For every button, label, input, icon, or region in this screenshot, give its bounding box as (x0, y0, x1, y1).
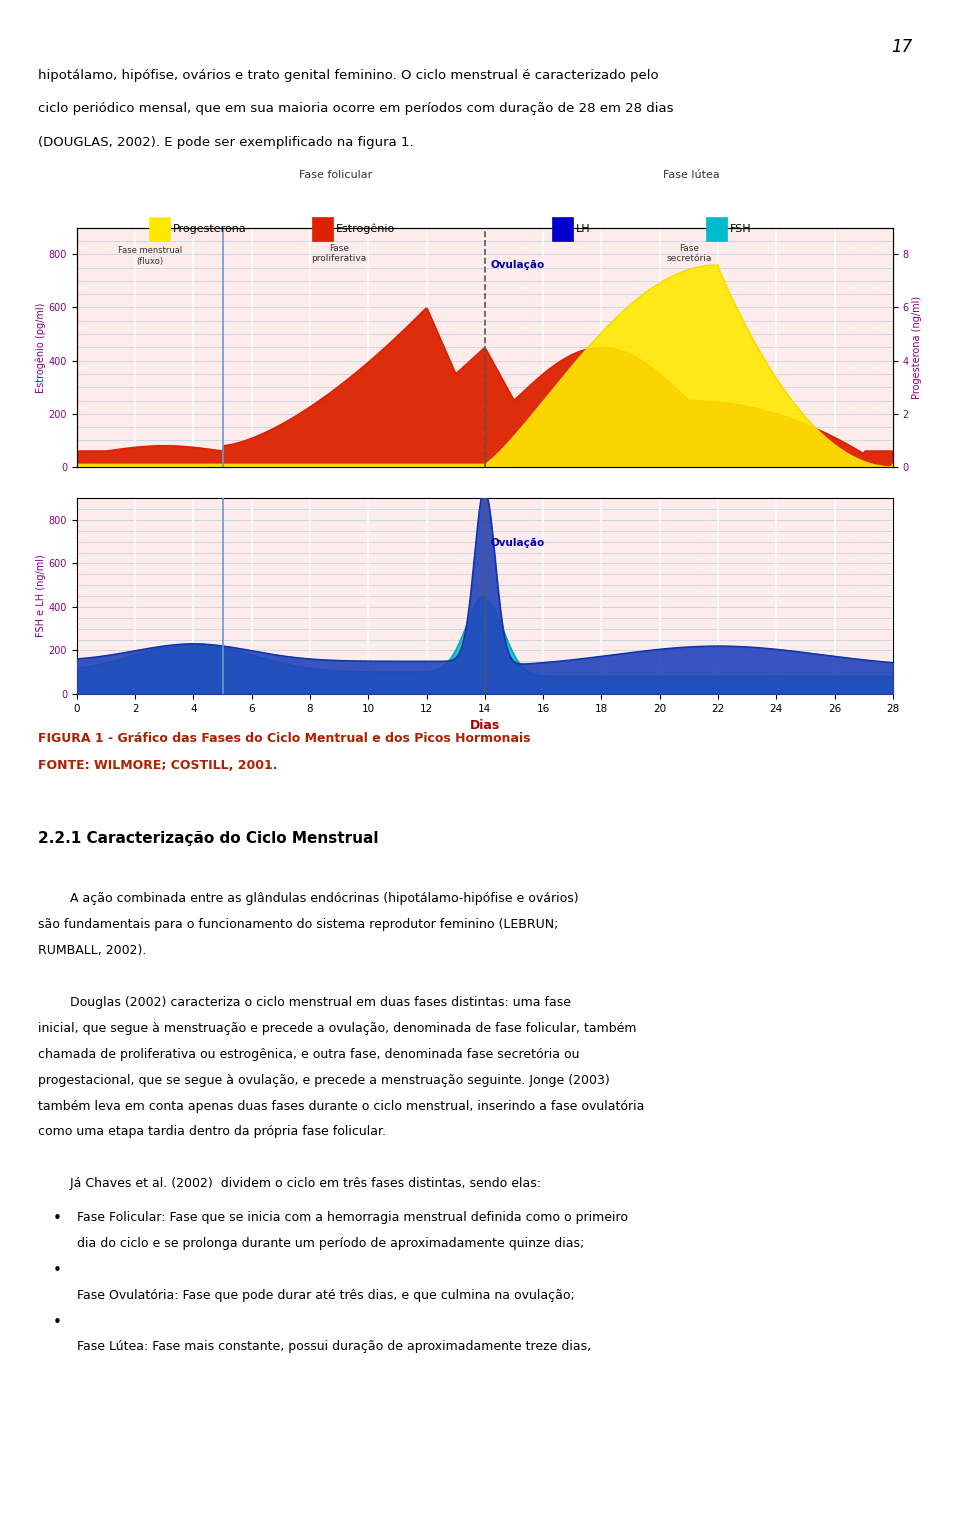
Text: •: • (53, 1315, 61, 1330)
Text: 2.2.1 Caracterização do Ciclo Menstrual: 2.2.1 Caracterização do Ciclo Menstrual (38, 831, 379, 846)
Text: Já Chaves et al. (2002)  dividem o ciclo em três fases distintas, sendo elas:: Já Chaves et al. (2002) dividem o ciclo … (38, 1177, 541, 1191)
Text: FIGURA 1 - Gráfico das Fases do Ciclo Mentrual e dos Picos Hormonais: FIGURA 1 - Gráfico das Fases do Ciclo Me… (38, 732, 531, 746)
Text: •: • (53, 1263, 61, 1278)
Text: Fase folicular: Fase folicular (300, 171, 372, 180)
Text: dia do ciclo e se prolonga durante um período de aproximadamente quinze dias;: dia do ciclo e se prolonga durante um pe… (77, 1237, 584, 1250)
Text: também leva em conta apenas duas fases durante o ciclo menstrual, inserindo a fa: também leva em conta apenas duas fases d… (38, 1100, 645, 1113)
Text: A ação combinada entre as glândulas endócrinas (hipotálamo-hipófise e ovários): A ação combinada entre as glândulas endó… (38, 892, 579, 906)
Text: chamada de proliferativa ou estrogênica, e outra fase, denominada fase secretóri: chamada de proliferativa ou estrogênica,… (38, 1048, 580, 1061)
Text: RUMBALL, 2002).: RUMBALL, 2002). (38, 944, 147, 958)
Text: progestacional, que se segue à ovulação, e precede a menstruação seguinte. Jonge: progestacional, que se segue à ovulação,… (38, 1074, 611, 1087)
Text: hipotálamo, hipófise, ovários e trato genital feminino. O ciclo menstrual é cara: hipotálamo, hipófise, ovários e trato ge… (38, 69, 659, 82)
X-axis label: Dias: Dias (469, 720, 500, 732)
Text: FSH: FSH (730, 224, 752, 233)
Y-axis label: Estrogênio (pg/ml): Estrogênio (pg/ml) (36, 302, 46, 392)
Text: Fase Folicular: Fase que se inicia com a hemorragia menstrual definida como o pr: Fase Folicular: Fase que se inicia com a… (77, 1211, 628, 1225)
Text: Ovulação: Ovulação (491, 259, 545, 270)
Text: inicial, que segue à menstruação e precede a ovulação, denominada de fase folicu: inicial, que segue à menstruação e prece… (38, 1022, 636, 1035)
Text: Douglas (2002) caracteriza o ciclo menstrual em duas fases distintas: uma fase: Douglas (2002) caracteriza o ciclo menst… (38, 996, 571, 1010)
Text: Fase
secretória: Fase secretória (666, 244, 711, 264)
Y-axis label: FSH e LH (ng/ml): FSH e LH (ng/ml) (36, 555, 46, 637)
Text: Estrogênio: Estrogênio (336, 224, 396, 233)
Text: Fase lútea: Fase lútea (662, 171, 720, 180)
Text: Progesterona: Progesterona (173, 224, 247, 233)
Text: Fase
proliferativa: Fase proliferativa (311, 244, 367, 264)
Text: 17: 17 (891, 38, 912, 56)
Text: como uma etapa tardia dentro da própria fase folicular.: como uma etapa tardia dentro da própria … (38, 1125, 386, 1139)
Text: Ovulação: Ovulação (491, 538, 545, 547)
Text: LH: LH (576, 224, 590, 233)
Text: (DOUGLAS, 2002). E pode ser exemplificado na figura 1.: (DOUGLAS, 2002). E pode ser exemplificad… (38, 136, 414, 149)
Y-axis label: Progesterona (ng/ml): Progesterona (ng/ml) (912, 296, 922, 400)
Text: ciclo periódico mensal, que em sua maioria ocorre em períodos com duração de 28 : ciclo periódico mensal, que em sua maior… (38, 102, 674, 116)
Text: •: • (53, 1211, 61, 1226)
Text: Fase Lútea: Fase mais constante, possui duração de aproximadamente treze dias,: Fase Lútea: Fase mais constante, possui … (77, 1340, 591, 1354)
Text: FONTE: WILMORE; COSTILL, 2001.: FONTE: WILMORE; COSTILL, 2001. (38, 759, 277, 773)
Text: Fase menstrual
(fluxo): Fase menstrual (fluxo) (117, 247, 181, 265)
Text: Fase Ovulatória: Fase que pode durar até três dias, e que culmina na ovulação;: Fase Ovulatória: Fase que pode durar até… (77, 1289, 574, 1302)
Text: são fundamentais para o funcionamento do sistema reprodutor feminino (LEBRUN;: são fundamentais para o funcionamento do… (38, 918, 559, 932)
